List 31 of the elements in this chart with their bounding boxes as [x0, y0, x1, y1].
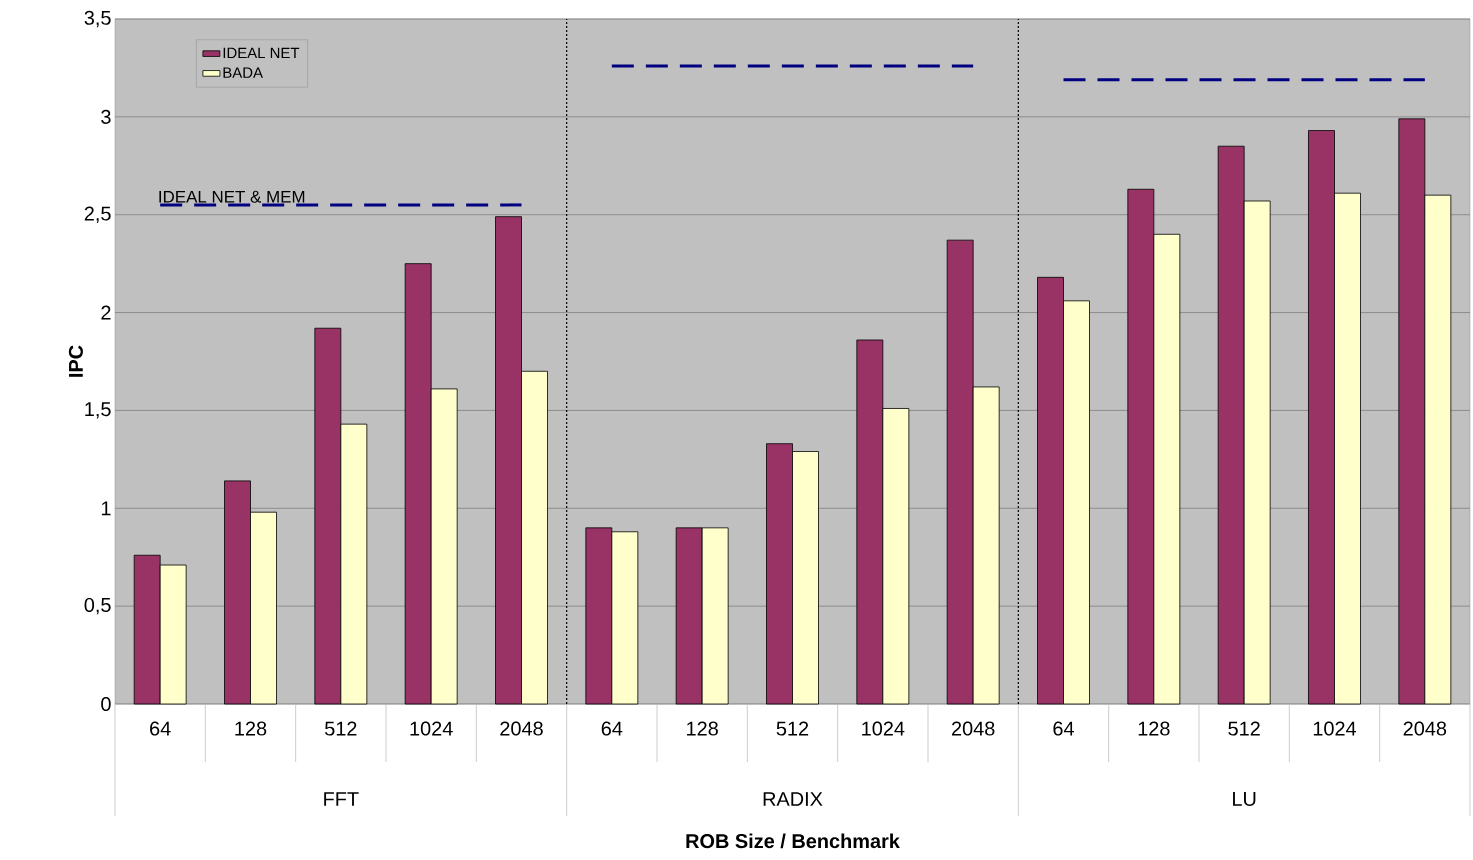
x-tick-label: 2048 [500, 721, 543, 736]
x-tick-label: 64 [150, 721, 171, 736]
x-tick-label: 128 [687, 721, 718, 736]
y-tick-label: 2,5 [84, 206, 111, 223]
y-tick-label: 1 [101, 501, 111, 516]
text: FFT [324, 792, 359, 806]
x-tick-label: 128 [235, 721, 267, 736]
x-tick-label: 1024 [410, 721, 453, 736]
x-tick-label: 512 [325, 721, 357, 736]
x-tick-label: 2048 [952, 721, 995, 736]
legend-label: IDEAL NET [223, 47, 300, 59]
legend-label: BADA [223, 67, 263, 78]
x-tick-label: 64 [601, 721, 623, 736]
x-tick-label: 512 [776, 721, 809, 736]
x-tick-label: 128 [1138, 721, 1170, 736]
y-tick-label: 0,5 [84, 597, 111, 615]
x-tick-label: 1024 [862, 721, 905, 736]
y-tick-label: 3,5 [84, 10, 111, 28]
y-tick-label: 2 [101, 305, 111, 320]
x-tick-label: 2048 [1403, 721, 1447, 736]
y-tick-label: 0 [101, 696, 111, 712]
y-tick-label: 1,5 [85, 402, 111, 419]
y-tick-label: 3 [101, 109, 111, 124]
x-axis-title: ROB Size / Benchmark [686, 833, 900, 849]
x-tick-label: 1024 [1313, 721, 1357, 736]
x-tick-label: 64 [1053, 721, 1074, 736]
text: LU [1233, 792, 1256, 806]
series-label: IDEAL NET & MEM [159, 190, 305, 203]
text: RADIX [763, 792, 823, 806]
x-tick-label: 512 [1228, 721, 1260, 736]
y-axis-title: IPC [68, 345, 83, 377]
